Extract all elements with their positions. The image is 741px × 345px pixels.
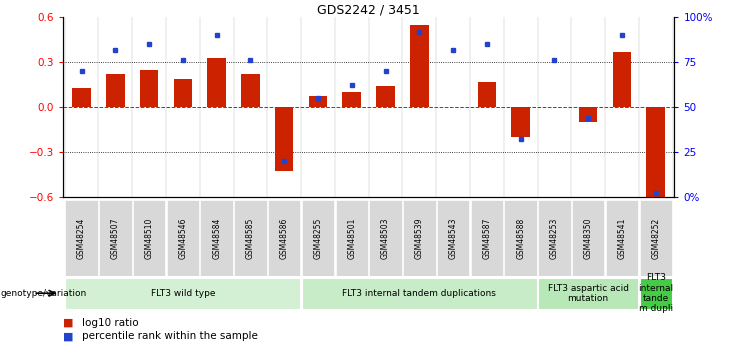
Bar [207, 58, 226, 107]
Text: GSM48510: GSM48510 [144, 217, 153, 259]
Text: GSM48585: GSM48585 [246, 217, 255, 259]
Bar [376, 86, 395, 107]
Text: log10 ratio: log10 ratio [82, 318, 138, 327]
Bar [173, 79, 192, 107]
Text: GSM48501: GSM48501 [348, 217, 356, 259]
Text: GSM48503: GSM48503 [381, 217, 390, 259]
Bar [275, 107, 293, 171]
Bar [471, 200, 503, 276]
Text: GSM48507: GSM48507 [111, 217, 120, 259]
Bar [201, 200, 233, 276]
Text: FLT3 internal tandem duplications: FLT3 internal tandem duplications [342, 289, 496, 298]
Bar [437, 200, 469, 276]
Text: percentile rank within the sample: percentile rank within the sample [82, 332, 257, 341]
Text: GSM48539: GSM48539 [415, 217, 424, 259]
Text: ■: ■ [63, 318, 73, 327]
Text: GSM48588: GSM48588 [516, 217, 525, 259]
Text: GSM48543: GSM48543 [448, 217, 458, 259]
Bar [639, 200, 672, 276]
Bar [65, 278, 300, 309]
Bar [302, 278, 536, 309]
Bar [268, 200, 300, 276]
Text: ■: ■ [63, 332, 73, 341]
Bar [99, 200, 132, 276]
Bar [613, 52, 631, 107]
Text: GSM48586: GSM48586 [279, 217, 289, 259]
Bar [336, 200, 368, 276]
Bar [302, 200, 334, 276]
Title: GDS2242 / 3451: GDS2242 / 3451 [317, 3, 420, 16]
Bar [241, 74, 260, 107]
Bar [65, 200, 98, 276]
Text: GSM48254: GSM48254 [77, 217, 86, 259]
Bar [133, 200, 165, 276]
Bar [639, 278, 672, 309]
Bar [140, 70, 159, 107]
Bar [477, 81, 496, 107]
Text: GSM48584: GSM48584 [212, 217, 221, 259]
Bar [403, 200, 436, 276]
Text: GSM48255: GSM48255 [313, 217, 322, 259]
Text: genotype/variation: genotype/variation [1, 289, 87, 298]
Text: FLT3 aspartic acid
mutation: FLT3 aspartic acid mutation [548, 284, 628, 303]
Bar [106, 74, 124, 107]
Text: FLT3 wild type: FLT3 wild type [150, 289, 215, 298]
Bar [369, 200, 402, 276]
Bar [234, 200, 267, 276]
Bar [342, 92, 361, 107]
Text: GSM48546: GSM48546 [179, 217, 187, 259]
Text: GSM48350: GSM48350 [584, 217, 593, 259]
Bar [309, 97, 328, 107]
Bar [538, 200, 571, 276]
Bar [505, 200, 536, 276]
Bar [410, 25, 428, 107]
Bar [579, 107, 597, 122]
Bar [646, 107, 665, 201]
Text: GSM48541: GSM48541 [617, 217, 626, 259]
Bar [73, 88, 91, 107]
Text: GSM48253: GSM48253 [550, 217, 559, 259]
Text: GSM48252: GSM48252 [651, 217, 660, 259]
Bar [605, 200, 638, 276]
Bar [511, 107, 530, 137]
Bar [538, 278, 638, 309]
Text: FLT3
internal
tande
m dupli: FLT3 internal tande m dupli [638, 273, 674, 313]
Bar [572, 200, 605, 276]
Bar [167, 200, 199, 276]
Text: GSM48587: GSM48587 [482, 217, 491, 259]
